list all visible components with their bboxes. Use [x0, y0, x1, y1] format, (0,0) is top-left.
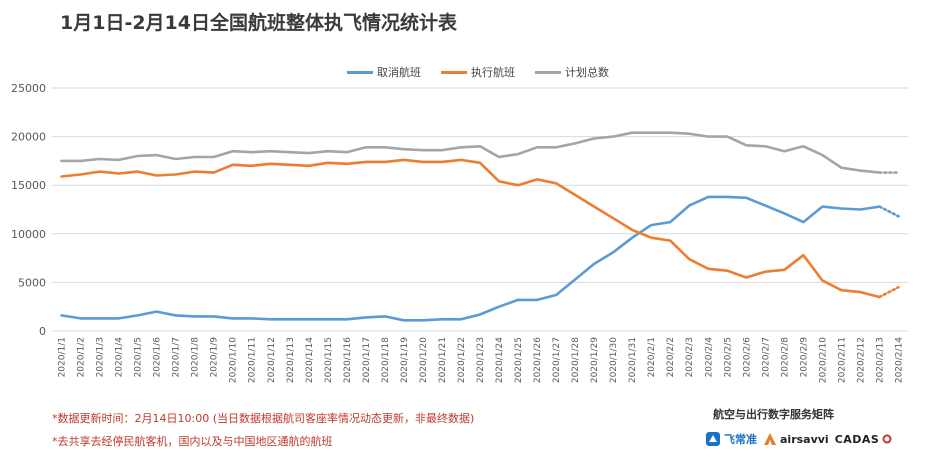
series-line-0 [60, 195, 881, 322]
x-tick-label: 2020/1/21 [438, 337, 448, 383]
series-line-2 [60, 131, 881, 174]
x-tick-label: 2020/1/26 [533, 337, 543, 383]
x-tick-label: 2020/1/7 [172, 337, 182, 377]
x-tick-label: 2020/1/6 [153, 337, 163, 378]
x-tick-label: 2020/1/8 [191, 337, 201, 378]
x-tick-label: 2020/2/2 [666, 337, 676, 377]
legend-swatch-cancelled [347, 70, 373, 74]
x-tick-label: 2020/1/1 [58, 337, 68, 377]
airsavvi-logo-text: airsavvi [780, 432, 829, 446]
x-tick-label: 2020/1/24 [495, 337, 505, 383]
x-tick-label: 2020/1/12 [267, 337, 277, 383]
x-tick-label: 2020/2/6 [742, 337, 752, 378]
legend-swatch-planned [535, 70, 561, 74]
x-tick-label: 2020/1/11 [248, 337, 258, 383]
legend-item-executed: 执行航班 [441, 64, 515, 80]
x-tick-label: 2020/1/3 [96, 337, 106, 377]
x-tick-label: 2020/2/13 [875, 337, 885, 383]
x-tick-label: 2020/1/28 [571, 337, 581, 383]
x-tick-label: 2020/2/4 [704, 337, 714, 378]
x-tick-label: 2020/1/20 [419, 337, 429, 383]
x-tick-label: 2020/1/18 [381, 337, 391, 383]
y-tick-label: 15000 [11, 179, 46, 192]
x-tick-label: 2020/1/5 [134, 337, 144, 377]
x-tick-label: 2020/1/25 [514, 337, 524, 383]
y-tick-label: 25000 [11, 82, 46, 95]
legend-label-planned: 计划总数 [565, 66, 609, 79]
x-tick-label: 2020/1/14 [305, 337, 315, 383]
y-tick-label: 20000 [11, 131, 46, 144]
cadas-logo-text: CADAS [834, 432, 880, 446]
x-tick-label: 2020/1/19 [400, 337, 410, 383]
series-line-1 [60, 158, 881, 299]
x-tick-label: 2020/1/10 [229, 337, 239, 383]
brand-logos: 飞常准 airsavvi CADAS [705, 429, 923, 449]
y-tick-label: 5000 [18, 276, 46, 289]
x-tick-label: 2020/1/27 [552, 337, 562, 383]
x-tick-label: 2020/1/23 [476, 337, 486, 383]
x-tick-label: 2020/1/31 [628, 337, 638, 383]
footnote-update-time: *数据更新时间：2月14日10:00 (当日数据根据航司客座率情况动态更新，非最… [52, 412, 475, 425]
feichangzhun-logo-icon [706, 432, 720, 446]
legend-label-cancelled: 取消航班 [377, 66, 421, 79]
x-tick-label: 2020/1/2 [77, 337, 87, 377]
cadas-logo-icon [882, 434, 892, 444]
x-tick-label: 2020/1/30 [609, 337, 619, 383]
brand-block: 航空与出行数字服务矩阵 飞常准 airsavvi CADAS [705, 402, 923, 452]
x-tick-label: 2020/1/29 [590, 337, 600, 383]
x-tick-label: 2020/2/3 [685, 337, 695, 377]
x-tick-label: 2020/1/13 [286, 337, 296, 383]
x-tick-label: 2020/1/22 [457, 337, 467, 383]
x-tick-label: 2020/1/9 [210, 337, 220, 378]
feichangzhun-logo: 飞常准 [705, 431, 757, 447]
x-tick-label: 2020/2/1 [647, 337, 657, 377]
x-tick-label: 2020/2/12 [856, 337, 866, 383]
legend-item-cancelled: 取消航班 [347, 64, 421, 80]
airsavvi-logo-icon [764, 433, 776, 445]
x-tick-label: 2020/2/10 [818, 337, 828, 383]
chart-legend: 取消航班 执行航班 计划总数 [0, 64, 935, 82]
x-tick-label: 2020/2/7 [761, 337, 771, 377]
x-tick-label: 2020/1/15 [324, 337, 334, 383]
airsavvi-logo: airsavvi [763, 432, 829, 446]
series-forecast-segment-0 [878, 205, 900, 218]
footnote-scope: *去共享去经停民航客机，国内以及与中国地区通航的航班 [52, 435, 333, 448]
x-tick-label: 2020/2/8 [780, 337, 790, 378]
x-tick-label: 2020/2/14 [894, 337, 904, 383]
cadas-logo: CADAS [835, 433, 893, 446]
x-tick-label: 2020/2/5 [723, 337, 733, 377]
x-tick-label: 2020/1/17 [362, 337, 372, 383]
brand-title: 航空与出行数字服务矩阵 [713, 408, 834, 421]
y-tick-label: 0 [39, 325, 46, 338]
x-tick-label: 2020/1/4 [115, 337, 125, 378]
chart-title: 1月1日-2月14日全国航班整体执飞情况统计表 [60, 12, 457, 34]
feichangzhun-logo-text: 飞常准 [724, 433, 757, 446]
legend-swatch-executed [441, 70, 467, 74]
x-tick-label: 2020/2/9 [799, 337, 809, 378]
x-tick-label: 2020/1/16 [343, 337, 353, 383]
legend-label-executed: 执行航班 [471, 66, 515, 79]
legend-item-planned: 计划总数 [535, 64, 609, 80]
series-forecast-segment-1 [878, 285, 900, 299]
line-chart: 0 5000 10000 15000 20000 25000 2020/1/1 2020/1/… [11, 82, 908, 383]
x-tick-label: 2020/2/11 [837, 337, 847, 383]
y-tick-label: 10000 [11, 228, 46, 241]
